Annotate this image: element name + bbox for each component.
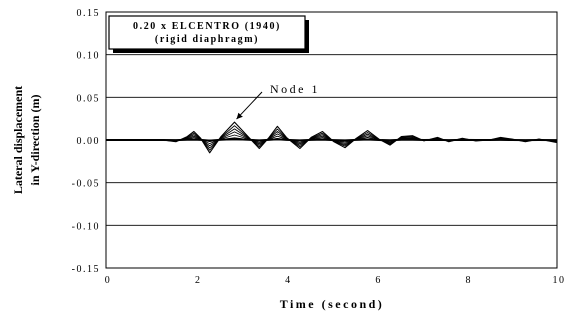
- y-tick-label: 0.00: [77, 136, 101, 147]
- chart-title: 0.20 x ELCENTRO (1940): [133, 21, 281, 32]
- x-tick-label: 8: [466, 275, 473, 286]
- x-tick-label: 2: [195, 275, 202, 286]
- y-axis: 0.15 0.10 0.05 0.00 -0.05 -0.10 -0.15: [72, 8, 101, 275]
- x-tick-label: 4: [285, 275, 292, 286]
- x-tick-label: 0: [105, 275, 112, 286]
- y-axis-label-line1: Lateral displacement: [11, 86, 25, 194]
- series-lines: [106, 121, 558, 154]
- x-tick-label: 10: [553, 275, 565, 286]
- y-tick-label: -0.05: [72, 179, 100, 190]
- y-axis-label-line2: in Y-direction (m): [28, 95, 42, 186]
- y-tick-label: 0.15: [77, 8, 101, 19]
- y-tick-label: -0.10: [72, 221, 100, 232]
- x-tick-label: 6: [375, 275, 382, 286]
- annotation-label: Node 1: [270, 82, 320, 96]
- x-axis-label: Time (second): [280, 297, 385, 311]
- chart-subtitle: (rigid diaphragm): [155, 34, 259, 45]
- y-tick-label: 0.05: [77, 93, 101, 104]
- y-tick-label: 0.10: [77, 51, 101, 62]
- title-box: 0.20 x ELCENTRO (1940) (rigid diaphragm): [108, 15, 309, 53]
- x-axis: 0 2 4 6 8 10: [105, 275, 565, 286]
- series-line: [106, 138, 558, 142]
- node-annotation: Node 1: [236, 82, 320, 120]
- y-tick-label: -0.15: [72, 264, 100, 275]
